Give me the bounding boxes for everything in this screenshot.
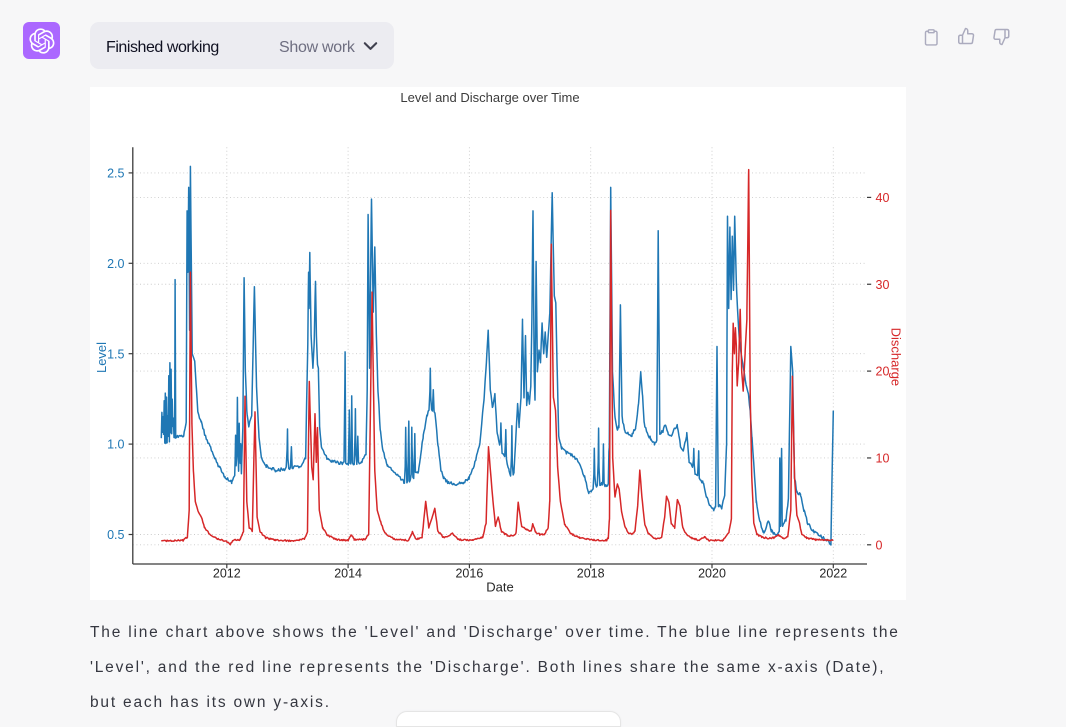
svg-text:0.5: 0.5	[107, 528, 124, 542]
svg-text:2.5: 2.5	[107, 166, 124, 180]
svg-text:Date: Date	[486, 579, 513, 594]
svg-text:2016: 2016	[455, 566, 483, 580]
svg-text:20: 20	[876, 364, 890, 378]
svg-text:2012: 2012	[213, 566, 241, 580]
svg-text:2022: 2022	[819, 566, 847, 580]
svg-text:Level and Discharge over Time: Level and Discharge over Time	[400, 90, 579, 105]
svg-text:30: 30	[876, 277, 890, 291]
svg-text:Discharge: Discharge	[889, 327, 904, 386]
svg-text:10: 10	[876, 451, 890, 465]
svg-text:2020: 2020	[698, 566, 726, 580]
svg-text:Level: Level	[94, 341, 109, 372]
svg-text:2018: 2018	[577, 566, 605, 580]
svg-text:0: 0	[876, 538, 883, 552]
svg-text:40: 40	[876, 191, 890, 205]
svg-text:1.0: 1.0	[107, 437, 124, 451]
svg-text:2.0: 2.0	[107, 256, 124, 270]
svg-text:2014: 2014	[334, 566, 362, 580]
svg-text:1.5: 1.5	[107, 347, 124, 361]
